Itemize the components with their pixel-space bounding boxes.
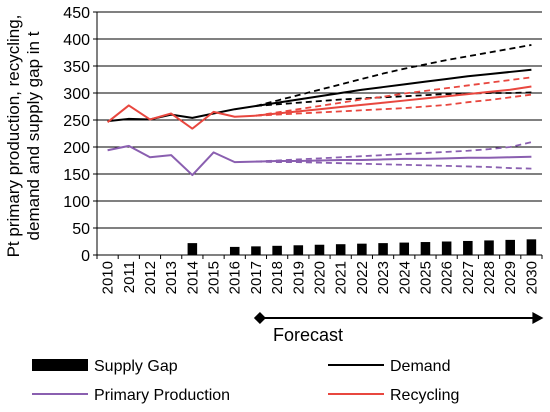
legend: Supply Gap Demand Primary Production Recycl… bbox=[32, 358, 459, 404]
demand-line bbox=[107, 68, 532, 123]
bar-layer bbox=[187, 239, 537, 255]
supply-gap-bar bbox=[229, 246, 240, 255]
y-tick-label: 200 bbox=[63, 140, 90, 157]
x-tick-label: 2030 bbox=[523, 261, 540, 294]
y-tick-label: 450 bbox=[63, 5, 90, 22]
forecast-arrow: Forecast bbox=[253, 312, 544, 345]
supply-gap-bar bbox=[484, 240, 494, 255]
x-tick-label: 2016 bbox=[227, 261, 244, 294]
y-tick-label: 400 bbox=[63, 32, 90, 49]
supply-gap-bar bbox=[399, 242, 410, 255]
supply-gap-bar bbox=[272, 245, 282, 255]
x-tick-label: 2028 bbox=[481, 261, 498, 294]
x-tick-label: 2022 bbox=[354, 261, 371, 294]
legend-label-demand: Demand bbox=[390, 358, 450, 375]
x-tick-label: 2010 bbox=[100, 261, 117, 294]
supply-gap-bar bbox=[314, 244, 325, 255]
supply-gap-bar bbox=[378, 243, 388, 255]
y-tick-label: 150 bbox=[63, 167, 90, 184]
supply-gap-bar bbox=[463, 240, 473, 255]
primary-production-low-line bbox=[255, 160, 532, 170]
y-axis-label-line-1: Pt primary production, recycling, bbox=[4, 15, 23, 258]
x-tick-label: 2029 bbox=[502, 261, 519, 294]
grid-layer bbox=[97, 11, 542, 256]
x-tick-label: 2013 bbox=[163, 261, 180, 294]
supply-gap-bar bbox=[293, 245, 304, 255]
x-tick-label: 2012 bbox=[142, 261, 159, 294]
x-tick-label: 2019 bbox=[290, 261, 307, 294]
primary-production-high-line bbox=[255, 141, 532, 163]
y-tick-label: 50 bbox=[72, 221, 90, 238]
y-tick-label: 0 bbox=[81, 248, 90, 265]
x-tick-label: 2014 bbox=[184, 261, 201, 294]
primary-production-line bbox=[107, 144, 532, 177]
x-tick-label: 2027 bbox=[460, 261, 477, 294]
forecast-end-arrowhead bbox=[532, 312, 544, 324]
supply-gap-bar bbox=[251, 246, 261, 255]
y-tick-label: 100 bbox=[63, 194, 90, 211]
x-tick-label: 2026 bbox=[439, 261, 456, 294]
x-tick-label: 2025 bbox=[417, 261, 434, 294]
recycling-line bbox=[106, 85, 532, 130]
legend-label-recycling: Recycling bbox=[390, 387, 459, 404]
supply-gap-bar bbox=[420, 242, 431, 255]
legend-swatch-supply-gap bbox=[32, 359, 88, 371]
x-tick-label: 2011 bbox=[121, 261, 138, 293]
y-axis-label-line-2: demand and supply gap in t bbox=[24, 31, 43, 240]
x-tick-label: 2024 bbox=[396, 261, 413, 294]
legend-label-primary-production: Primary Production bbox=[94, 387, 230, 404]
x-tick-label: 2021 bbox=[333, 261, 350, 294]
x-tick-label: 2018 bbox=[269, 261, 286, 294]
x-tick-label: 2015 bbox=[206, 261, 223, 294]
y-tick-label: 300 bbox=[63, 86, 90, 103]
y-tick-label: 250 bbox=[63, 113, 90, 130]
x-tick-label: 2020 bbox=[312, 261, 329, 294]
supply-gap-bar bbox=[526, 239, 537, 255]
supply-gap-bar bbox=[187, 243, 198, 255]
recycling-low-line bbox=[255, 93, 532, 117]
x-tick-label: 2017 bbox=[248, 261, 265, 294]
y-tick-label: 350 bbox=[63, 59, 90, 76]
supply-gap-bar bbox=[357, 243, 367, 255]
supply-gap-bar bbox=[505, 239, 515, 255]
demand-high-line bbox=[255, 44, 532, 107]
recycling-high-line bbox=[255, 76, 532, 117]
legend-label-supply-gap: Supply Gap bbox=[94, 358, 178, 375]
supply-gap-bar bbox=[441, 241, 452, 255]
x-tick-label: 2023 bbox=[375, 261, 392, 294]
forecast-start-diamond bbox=[253, 312, 266, 324]
supply-gap-bar bbox=[335, 244, 346, 255]
line-layer bbox=[106, 44, 532, 177]
forecast-label: Forecast bbox=[273, 325, 343, 345]
